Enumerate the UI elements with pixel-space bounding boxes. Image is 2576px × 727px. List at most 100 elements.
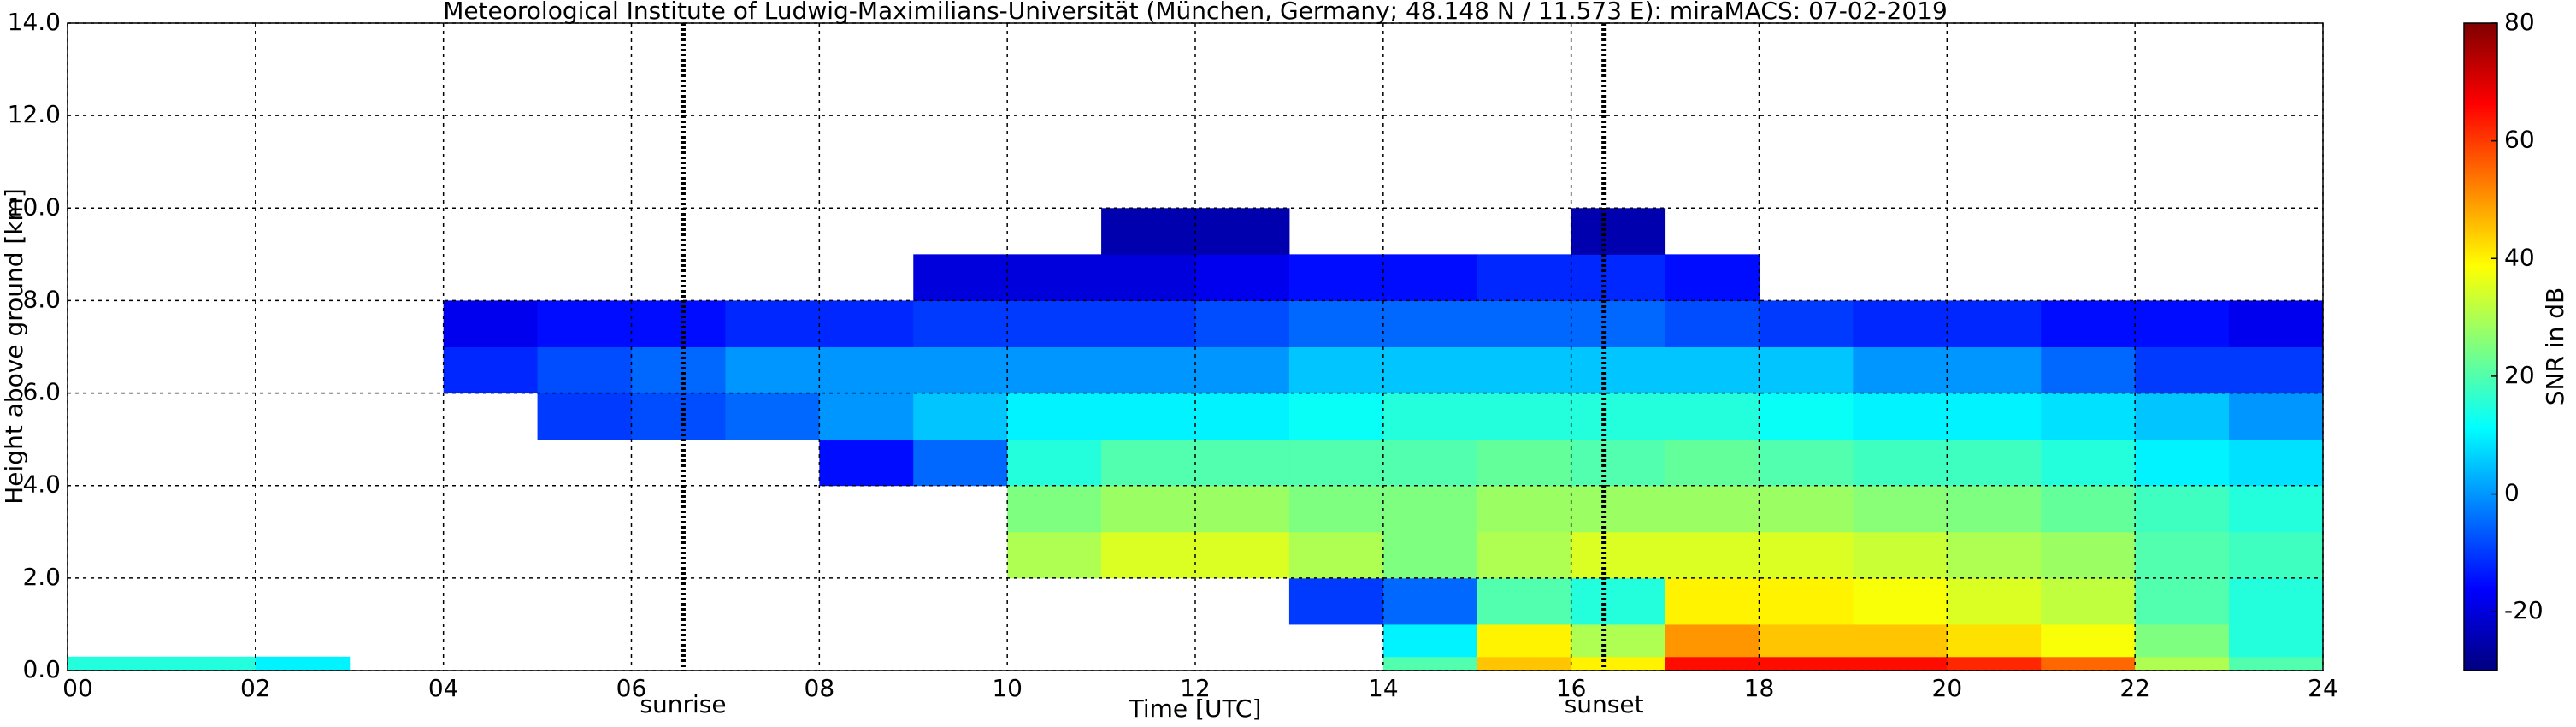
snr-cell — [537, 393, 632, 440]
snr-cell — [1853, 393, 1948, 440]
x-tick-label: 16 — [1556, 674, 1587, 702]
x-tick-label: 00 — [62, 674, 93, 702]
snr-cell — [1947, 300, 2042, 347]
snr-cell — [1665, 300, 1760, 347]
snr-cell — [1665, 577, 1760, 625]
event-label: sunset — [1565, 690, 1644, 718]
snr-cell — [2041, 624, 2136, 658]
snr-cell — [913, 346, 1008, 394]
snr-cell — [1571, 439, 1666, 487]
snr-cell — [1759, 439, 1854, 487]
colorbar-tick-label: 0 — [2504, 479, 2520, 507]
snr-cell — [1382, 346, 1478, 394]
snr-cell — [1007, 485, 1102, 533]
snr-cell — [2135, 346, 2230, 394]
snr-cell — [2041, 656, 2136, 671]
plot-frame — [67, 22, 2324, 671]
snr-cell — [1101, 485, 1196, 533]
snr-cell — [1288, 254, 1384, 301]
colorbar-tick-label: 20 — [2504, 361, 2535, 389]
snr-cell — [1101, 439, 1196, 487]
snr-cell — [1382, 624, 1478, 658]
snr-cell — [1101, 346, 1196, 394]
snr-cell — [1853, 624, 1948, 658]
snr-cell — [1947, 393, 2042, 440]
snr-cell — [2135, 624, 2230, 658]
snr-cell — [1665, 393, 1760, 440]
snr-cell — [2135, 393, 2230, 440]
y-tick-label: 4.0 — [22, 470, 61, 499]
snr-cell — [2041, 346, 2136, 394]
snr-cell — [1477, 439, 1572, 487]
snr-cell — [1947, 624, 2042, 658]
snr-cell — [161, 656, 256, 671]
snr-cell — [255, 656, 351, 671]
snr-cell — [1477, 346, 1572, 394]
snr-cell — [725, 300, 820, 347]
snr-cell — [1947, 656, 2042, 671]
snr-cell — [1195, 393, 1290, 440]
snr-cell — [1007, 346, 1102, 394]
snr-cell — [1195, 254, 1290, 301]
colorbar-tick-label: -20 — [2504, 596, 2544, 624]
snr-cell — [2135, 577, 2230, 625]
snr-cell — [1382, 577, 1478, 625]
snr-cell — [1853, 346, 1948, 394]
colorbar — [2463, 22, 2498, 671]
snr-cell — [1007, 393, 1102, 440]
snr-cell — [1195, 208, 1290, 255]
snr-cell — [1759, 485, 1854, 533]
snr-cell — [2229, 656, 2324, 671]
y-tick-label: 14.0 — [8, 8, 61, 36]
snr-cell — [2135, 531, 2230, 579]
snr-cell — [2041, 300, 2136, 347]
y-tick-label: 10.0 — [8, 192, 61, 221]
x-tick-label: 08 — [805, 674, 835, 702]
snr-cell — [2041, 439, 2136, 487]
snr-cell — [631, 393, 726, 440]
colorbar-tick-label: 40 — [2504, 243, 2535, 271]
snr-cell — [1759, 346, 1854, 394]
snr-cell — [1477, 531, 1572, 579]
snr-cell — [1288, 485, 1384, 533]
snr-cell — [68, 656, 162, 671]
snr-cell — [2135, 300, 2230, 347]
snr-cell — [537, 300, 632, 347]
snr-cell — [1477, 485, 1572, 533]
snr-cell — [631, 346, 726, 394]
snr-cell — [2041, 577, 2136, 625]
snr-cell — [725, 346, 820, 394]
snr-cell — [1947, 439, 2042, 487]
snr-cell — [1477, 393, 1572, 440]
snr-cell — [1571, 656, 1666, 671]
snr-cell — [2229, 624, 2324, 658]
snr-cell — [1007, 439, 1102, 487]
colorbar-tick-label: 80 — [2504, 8, 2535, 36]
snr-cell — [1382, 485, 1478, 533]
snr-cell — [1382, 656, 1478, 671]
snr-cell — [2229, 485, 2324, 533]
snr-cell — [1571, 577, 1666, 625]
snr-cell — [1665, 439, 1760, 487]
event-label: sunrise — [640, 690, 726, 718]
snr-cell — [443, 300, 539, 347]
y-tick-label: 12.0 — [8, 100, 61, 128]
colorbar-label: SNR in dB — [2541, 287, 2569, 405]
x-tick-label: 12 — [1180, 674, 1211, 702]
snr-cell — [1477, 300, 1572, 347]
snr-cell — [1571, 346, 1666, 394]
snr-cell — [1195, 531, 1290, 579]
snr-cell — [725, 393, 820, 440]
snr-cell — [1288, 577, 1384, 625]
snr-cell — [1288, 346, 1384, 394]
snr-cell — [913, 393, 1008, 440]
snr-cell — [1571, 624, 1666, 658]
snr-cell — [1759, 577, 1854, 625]
y-tick-label: 2.0 — [22, 563, 61, 591]
snr-cell — [2135, 656, 2230, 671]
x-tick-label: 18 — [1744, 674, 1775, 702]
snr-cell — [819, 300, 914, 347]
snr-cell — [1195, 485, 1290, 533]
snr-cell — [1571, 254, 1666, 301]
snr-cell — [1288, 531, 1384, 579]
